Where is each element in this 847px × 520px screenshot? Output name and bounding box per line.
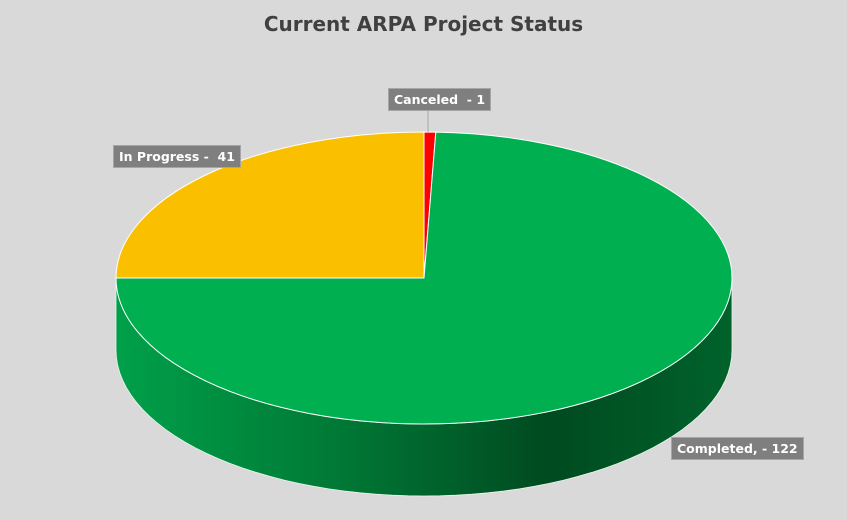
data-label-in-progress: In Progress - 41 xyxy=(113,145,241,168)
data-label-canceled: Canceled - 1 xyxy=(388,88,492,111)
data-label-completed: Completed, - 122 xyxy=(671,437,804,460)
chart-title: Current ARPA Project Status xyxy=(263,12,584,36)
slice-in-progress xyxy=(115,131,425,279)
